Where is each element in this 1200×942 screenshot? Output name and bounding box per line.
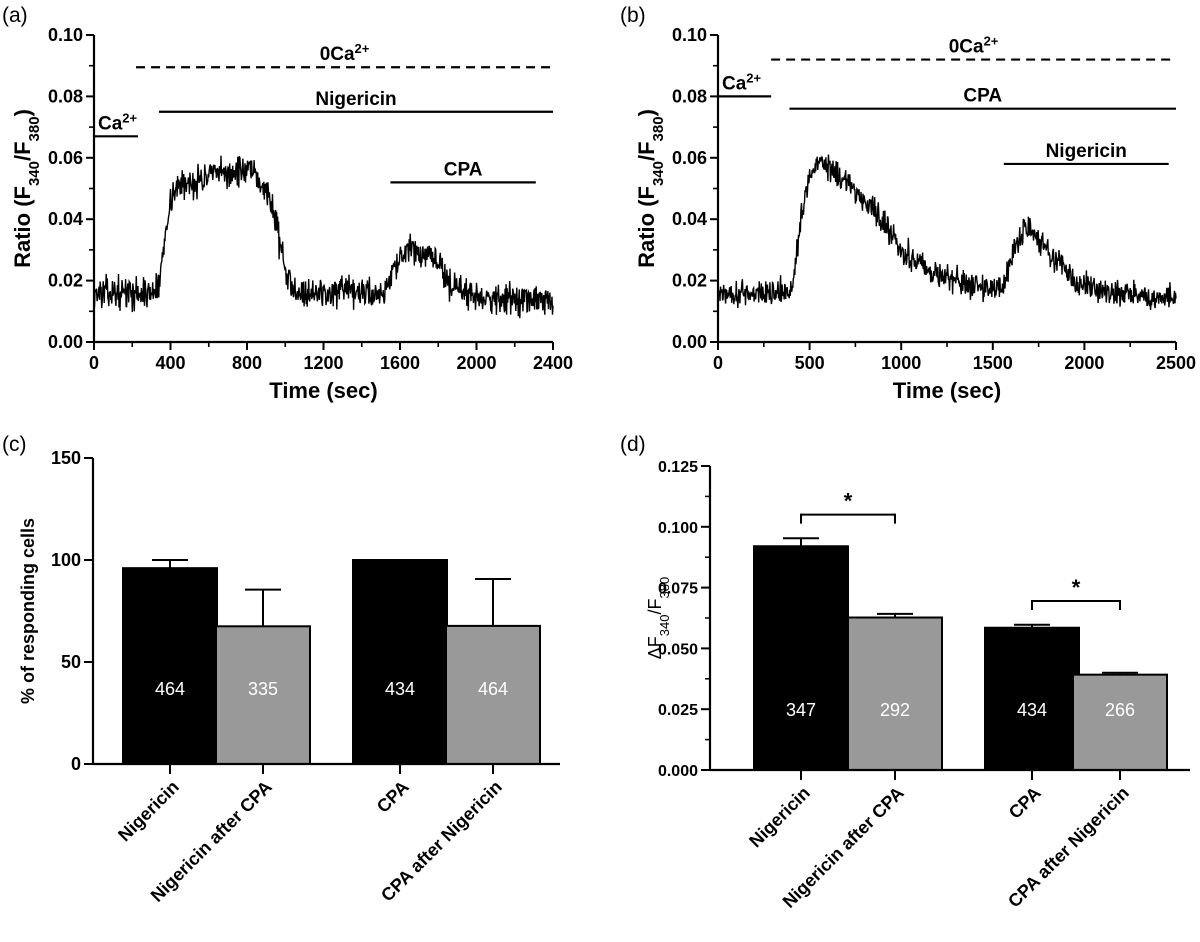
treatment-label-a-3: CPA <box>444 159 483 180</box>
y-tick-label-d-5: 0.125 <box>658 459 698 476</box>
count-label-d-3: 266 <box>1105 700 1135 720</box>
significance-bracket-d-1 <box>1031 599 1121 610</box>
treatment-label-b-1: Ca2+ <box>722 70 762 95</box>
x-tick-label-a-2: 800 <box>232 353 262 373</box>
y-tick-label-d-3: 0.075 <box>658 581 698 598</box>
panel-label-b: (b) <box>620 4 646 27</box>
treatment-label-a-2: Nigericin <box>315 89 396 110</box>
chart-a: 0.00 0.02 0.04 0.06 0.08 0.10 0 400 800 1200 1600 2… <box>10 25 573 403</box>
x-tick-label-b-2: 1000 <box>881 353 921 373</box>
significance-star-d-1: * <box>1072 575 1081 600</box>
count-label-d-0: 347 <box>786 700 816 720</box>
count-label-c-2: 434 <box>385 679 415 699</box>
bar-d-2 <box>984 626 1080 772</box>
x-tick-label-a-3: 1200 <box>303 353 343 373</box>
y-tick-label-d-2: 0.050 <box>658 641 698 658</box>
y-tick-label-c-3: 150 <box>51 448 81 468</box>
y-tick-label-b-4: 0.08 <box>672 86 707 106</box>
y-tick-label-d-1: 0.025 <box>658 702 698 719</box>
significance-star-d-0: * <box>844 489 853 514</box>
x-tick-label-a-5: 2000 <box>456 353 496 373</box>
chart-b: 0.00 0.02 0.04 0.06 0.08 0.10 0 500 1000 1500 2000… <box>634 25 1196 403</box>
significance-bracket-d-0 <box>800 513 896 524</box>
panel-label-a: (a) <box>2 4 28 27</box>
category-label-d-0: Nigericin <box>745 783 814 852</box>
bar-d-3 <box>1072 673 1168 771</box>
y-tick-label-a-4: 0.08 <box>48 86 83 106</box>
x-tick-label-b-5: 2500 <box>1156 353 1196 373</box>
x-tick-label-b-4: 2000 <box>1064 353 1104 373</box>
y-tick-label-b-2: 0.04 <box>672 209 707 229</box>
y-axis-title-d: ΔF340/F380 <box>645 577 672 659</box>
panel-label-c: (c) <box>2 433 27 456</box>
y-tick-label-c-2: 100 <box>51 550 81 570</box>
x-tick-label-b-3: 1500 <box>973 353 1013 373</box>
x-tick-label-a-0: 0 <box>89 353 99 373</box>
y-tick-label-b-0: 0.00 <box>672 332 707 352</box>
x-tick-label-a-4: 1600 <box>380 353 420 373</box>
y-tick-label-a-2: 0.04 <box>48 209 83 229</box>
count-label-c-0: 464 <box>155 679 185 699</box>
bar-d-0 <box>753 545 849 771</box>
y-tick-label-a-5: 0.10 <box>48 25 83 45</box>
x-tick-label-b-0: 0 <box>713 353 723 373</box>
y-tick-label-c-1: 50 <box>61 652 81 672</box>
category-label-c-0: Nigericin <box>114 777 183 846</box>
y-tick-label-d-0: 0.000 <box>658 763 698 780</box>
bar-c-3 <box>445 624 541 766</box>
treatment-label-a-1: Ca2+ <box>98 110 138 135</box>
y-tick-label-b-1: 0.02 <box>672 271 707 291</box>
treatment-label-b-2: CPA <box>963 86 1002 107</box>
category-label-d-2: CPA <box>1005 783 1045 823</box>
y-tick-label-a-1: 0.02 <box>48 271 83 291</box>
treatment-label-a-0: 0Ca2+ <box>320 41 370 66</box>
category-label-c-2: CPA <box>373 777 413 817</box>
y-tick-label-a-0: 0.00 <box>48 332 83 352</box>
y-tick-label-b-3: 0.06 <box>672 148 707 168</box>
y-axis-title-c: % of responding cells <box>18 518 38 704</box>
x-tick-label-a-6: 2400 <box>533 353 573 373</box>
count-label-c-3: 464 <box>478 679 508 699</box>
treatment-label-b-0: 0Ca2+ <box>949 33 999 58</box>
y-axis-title-b: Ratio (F340/F380) <box>634 109 667 268</box>
trace-line-b <box>717 154 1177 310</box>
y-tick-label-c-0: 0 <box>71 754 81 774</box>
bar-c-2 <box>352 559 448 765</box>
y-tick-label-b-5: 0.10 <box>672 25 707 45</box>
y-tick-label-a-3: 0.06 <box>48 148 83 168</box>
bar-d-1 <box>847 616 943 772</box>
x-tick-label-a-1: 400 <box>155 353 185 373</box>
count-label-d-2: 434 <box>1017 700 1047 720</box>
x-tick-label-b-1: 500 <box>795 353 825 373</box>
x-axis-title-b: Time (sec) <box>893 378 1001 403</box>
bar-c-0 <box>122 567 218 765</box>
y-tick-label-d-4: 0.100 <box>658 520 698 537</box>
bar-c-1 <box>215 625 311 765</box>
count-label-c-1: 335 <box>248 679 278 699</box>
count-label-d-1: 292 <box>880 700 910 720</box>
x-axis-title-a: Time (sec) <box>269 378 377 403</box>
panel-label-d: (d) <box>620 433 646 456</box>
treatment-label-b-3: Nigericin <box>1046 141 1127 162</box>
y-axis-title-a: Ratio (F340/F380) <box>10 109 43 268</box>
trace-line-a <box>93 155 554 319</box>
